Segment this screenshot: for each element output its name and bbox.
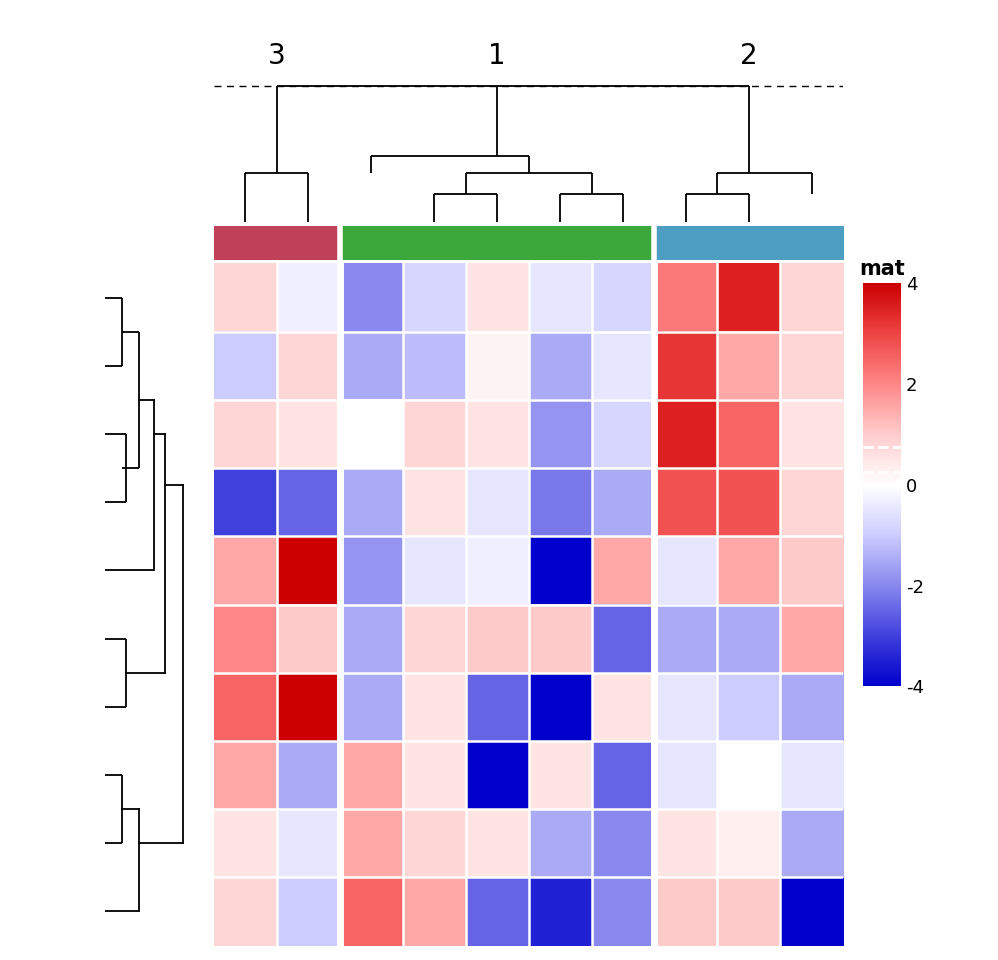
Text: 3: 3 bbox=[267, 41, 285, 70]
Text: 2: 2 bbox=[741, 41, 757, 70]
Title: mat: mat bbox=[859, 259, 905, 278]
Text: 1: 1 bbox=[488, 41, 506, 70]
